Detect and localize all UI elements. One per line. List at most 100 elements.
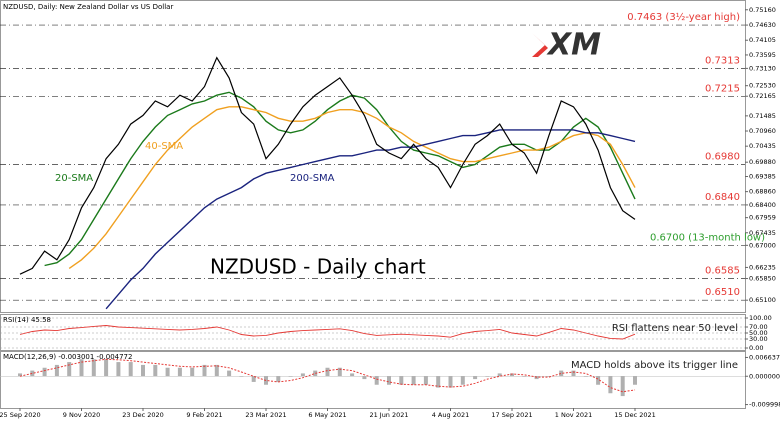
y-tick-label: 0.00 xyxy=(749,344,763,352)
x-tick-label: 23 Dec 2020 xyxy=(122,411,164,419)
bar xyxy=(239,376,244,377)
bar xyxy=(18,373,22,377)
bar xyxy=(276,376,281,382)
logo-text: XM xyxy=(546,28,601,63)
level-label: 0.6700 (13-month low) xyxy=(650,232,765,243)
bar xyxy=(583,376,588,377)
y-tick-label: 0.70435 xyxy=(749,142,776,150)
y-tick-label: 0.67435 xyxy=(749,229,776,237)
bar xyxy=(436,376,441,388)
series-label: 200-SMA xyxy=(290,173,335,184)
bar xyxy=(473,376,478,380)
level-label: 0.7215 xyxy=(705,84,740,95)
bar xyxy=(214,364,219,377)
y-tick-label: 0.67000 xyxy=(749,241,776,249)
bar xyxy=(608,376,613,394)
price-line xyxy=(19,56,636,275)
bar xyxy=(313,370,318,377)
bar xyxy=(485,376,490,377)
bar xyxy=(522,376,527,377)
macd-panel xyxy=(0,351,746,409)
bar xyxy=(534,376,539,380)
y-tick-label: 0.72530 xyxy=(749,82,776,90)
y-tick-label: 0.68860 xyxy=(749,188,776,196)
y-tick-label: 0.70960 xyxy=(749,127,776,135)
y-tick-label: 100.00 xyxy=(749,314,772,322)
bar xyxy=(423,376,428,385)
y-tick-label: 0.65850 xyxy=(749,275,776,283)
bar xyxy=(497,373,502,377)
bar xyxy=(104,359,109,377)
bar xyxy=(559,370,564,377)
y-tick-label: 0.73595 xyxy=(749,51,776,59)
bar xyxy=(411,376,416,385)
logo: XM xyxy=(527,27,605,63)
x-tick-label: 1 Nov 2021 xyxy=(555,411,593,419)
chart-annotation: NZDUSD - Daily chart xyxy=(210,255,426,279)
main-panel xyxy=(0,0,746,313)
x-tick-label: 15 Dec 2021 xyxy=(614,411,656,419)
logo-mark xyxy=(532,33,548,57)
x-tick-label: 9 Feb 2021 xyxy=(186,411,222,419)
x-tick-label: 21 Jun 2021 xyxy=(369,411,408,419)
x-tick-label: 25 Sep 2020 xyxy=(0,411,41,419)
bar xyxy=(460,376,465,385)
level-label: 0.7313 xyxy=(705,55,740,66)
y-tick-label: 0.72165 xyxy=(749,92,776,100)
series-label: 40-SMA xyxy=(145,141,183,152)
y-tick-label: 0.000000 xyxy=(749,372,780,380)
bar xyxy=(42,367,47,377)
sma-line xyxy=(68,106,636,269)
panel-annotation: RSI flattens near 50 level xyxy=(612,323,738,334)
y-tick-label: 0.69385 xyxy=(749,172,776,180)
y-tick-label: 0.006637 xyxy=(749,353,780,361)
sma-line xyxy=(105,129,636,310)
bar xyxy=(596,376,601,385)
bar xyxy=(546,376,551,377)
bar xyxy=(510,373,514,377)
y-tick-label: 0.74630 xyxy=(749,21,776,29)
x-tick-label: 4 Aug 2021 xyxy=(432,411,470,419)
y-tick-label: 0.74105 xyxy=(749,36,776,44)
y-tick-label: 50.00 xyxy=(749,329,768,337)
y-tick-label: 0.73130 xyxy=(749,64,776,72)
bar xyxy=(300,373,305,377)
level-label: 0.6510 xyxy=(705,287,740,298)
bar xyxy=(448,376,453,388)
level-label: 0.6585 xyxy=(705,266,740,277)
bar xyxy=(374,376,379,385)
bar xyxy=(350,373,355,377)
x-tick-label: 17 Sep 2021 xyxy=(491,411,532,419)
bar xyxy=(190,367,195,377)
bar xyxy=(387,376,391,385)
signal-line xyxy=(19,358,636,393)
bar xyxy=(177,367,182,377)
bar xyxy=(399,376,404,385)
level-label: 0.6840 xyxy=(705,192,740,203)
y-tick-label: 0.69880 xyxy=(749,158,776,166)
bar xyxy=(362,376,367,380)
bar xyxy=(141,364,145,377)
bar xyxy=(620,376,625,397)
chart-title: RSI(14) 45.58 xyxy=(3,316,51,324)
level-label: 0.6980 xyxy=(705,152,740,163)
price-line xyxy=(19,325,636,340)
bar xyxy=(153,364,158,377)
level-label: 0.7463 (3½-year high) xyxy=(627,11,740,23)
y-tick-label: 0.66235 xyxy=(749,263,776,271)
bar xyxy=(227,370,232,377)
x-tick-label: 6 May 2021 xyxy=(308,411,346,419)
x-tick-label: 9 Nov 2020 xyxy=(63,411,101,419)
bar xyxy=(165,367,170,377)
bar xyxy=(91,359,96,377)
y-tick-label: 30.00 xyxy=(749,335,768,343)
bar xyxy=(79,359,84,377)
bar xyxy=(128,362,133,377)
bar xyxy=(202,364,207,377)
y-tick-label: 0.68400 xyxy=(749,201,776,209)
x-tick-label: 23 Mar 2021 xyxy=(245,411,286,419)
bar xyxy=(54,364,59,377)
bar xyxy=(67,362,72,377)
y-tick-label: 0.65100 xyxy=(749,296,776,304)
